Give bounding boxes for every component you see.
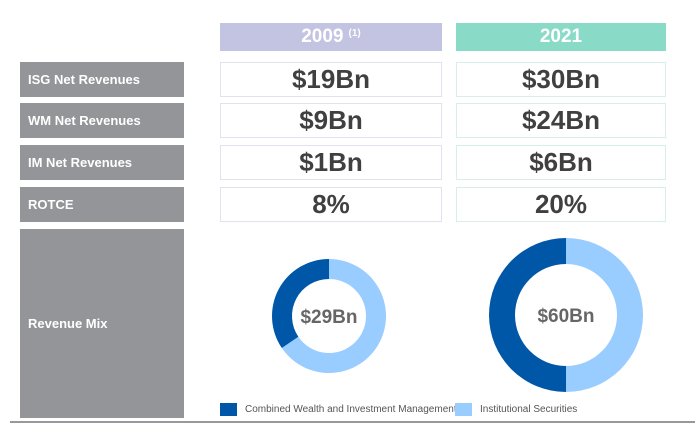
row-label-text: ROTCE bbox=[28, 197, 74, 212]
donut-2021-center-label: $60Bn bbox=[537, 306, 594, 327]
footnote-marker: (1) bbox=[348, 27, 361, 39]
donut-2021-slice-isg bbox=[566, 238, 643, 392]
legend-swatch-wim bbox=[220, 403, 237, 416]
header-2021: 2021 bbox=[456, 23, 666, 51]
legend-item-wim: Combined Wealth and Investment Managemen… bbox=[220, 403, 457, 416]
value-2021-rotce: 20% bbox=[456, 187, 666, 222]
value-2021-isg-net-revenues: $30Bn bbox=[456, 62, 666, 97]
header-2021-year: 2021 bbox=[539, 26, 583, 47]
value-2009-rotce: 8% bbox=[220, 187, 442, 222]
bottom-rule bbox=[10, 421, 695, 423]
donut-2009-slice-wim bbox=[271, 259, 329, 348]
header-2009: 2009 (1) bbox=[220, 23, 442, 51]
revenue-mix-label: Revenue Mix bbox=[28, 316, 108, 331]
row-label-text: IM Net Revenues bbox=[28, 155, 133, 170]
donut-2009-center-label: $29Bn bbox=[300, 307, 357, 328]
legend-item-isg: Institutional Securities bbox=[455, 403, 577, 416]
row-label-text: ISG Net Revenues bbox=[28, 72, 140, 87]
value-2021-im-net-revenues: $6Bn bbox=[456, 145, 666, 180]
value-2021-wm-net-revenues: $24Bn bbox=[456, 103, 666, 138]
header-2009-year: 2009 bbox=[301, 26, 344, 47]
legend-swatch-isg bbox=[455, 403, 472, 416]
legend-label-isg: Institutional Securities bbox=[480, 404, 578, 415]
row-label-wm-net-revenues: WM Net Revenues bbox=[20, 103, 184, 138]
value-2009-wm-net-revenues: $9Bn bbox=[220, 103, 442, 138]
legend-label-wim: Combined Wealth and Investment Managemen… bbox=[245, 404, 457, 415]
row-label-isg-net-revenues: ISG Net Revenues bbox=[20, 62, 184, 97]
value-2009-isg-net-revenues: $19Bn bbox=[220, 62, 442, 97]
row-label-rotce: ROTCE bbox=[20, 187, 184, 222]
donut-2009-slice-isg bbox=[281, 259, 386, 373]
row-label-text: WM Net Revenues bbox=[28, 113, 141, 128]
value-2009-im-net-revenues: $1Bn bbox=[220, 145, 442, 180]
donut-2021-slice-wim bbox=[489, 238, 566, 392]
row-label-im-net-revenues: IM Net Revenues bbox=[20, 145, 184, 180]
row-label-revenue-mix: Revenue Mix bbox=[20, 229, 184, 418]
